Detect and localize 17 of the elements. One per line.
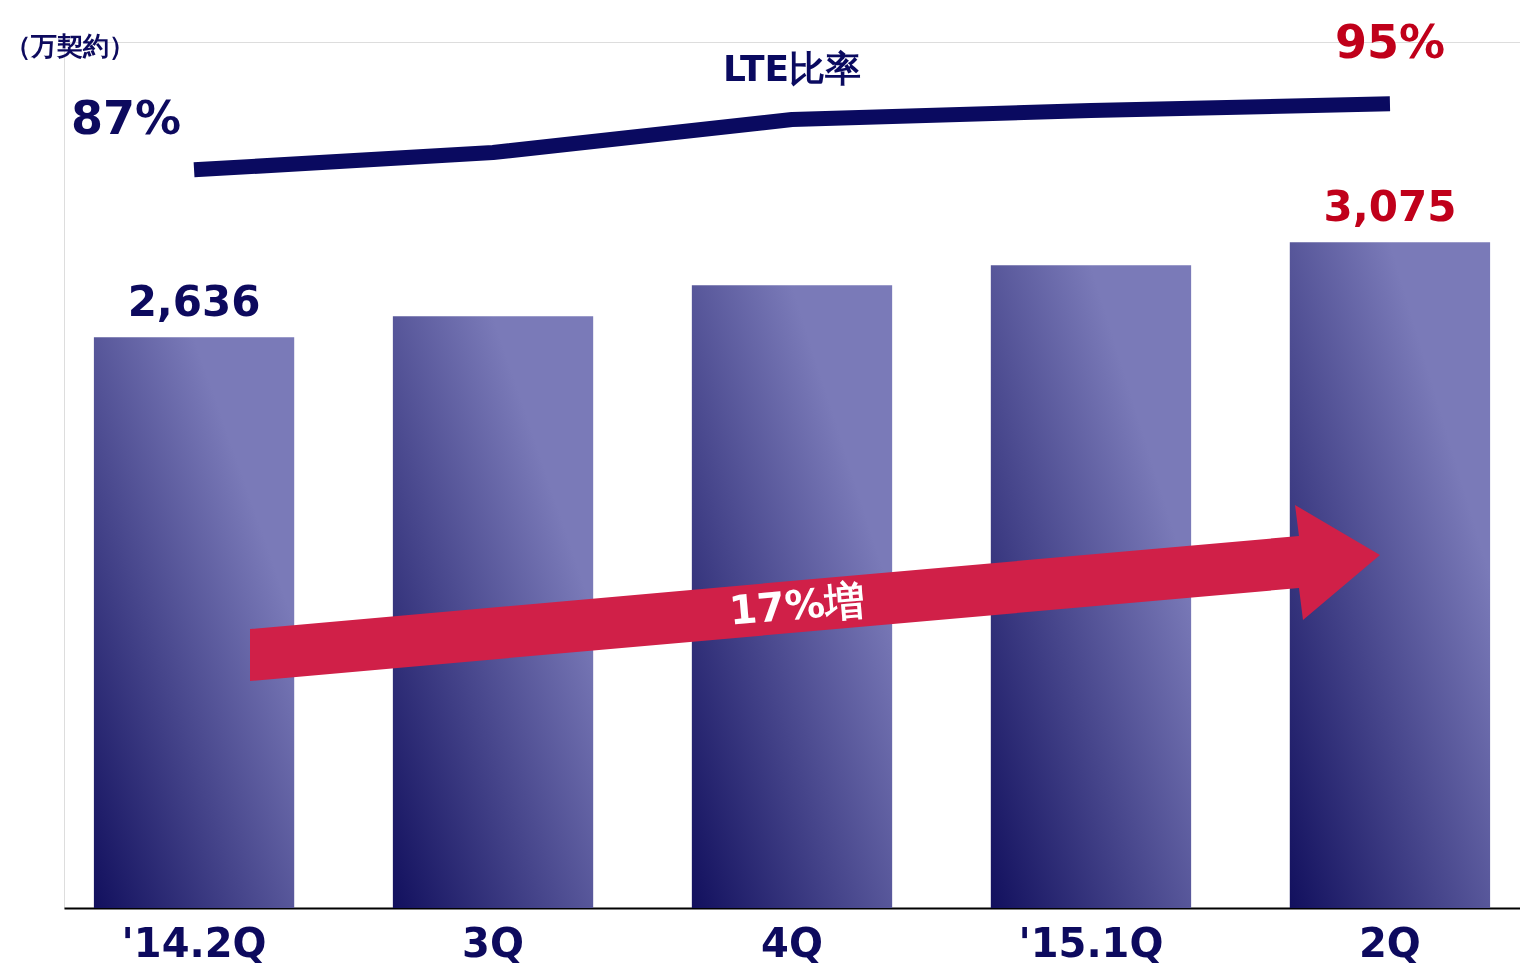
bar [1289,242,1491,908]
bar [93,337,295,908]
data-label: 3,075 [1323,182,1457,232]
data-label: 95% [1334,14,1445,69]
data-label: 2,636 [127,277,261,327]
y-axis-title: （万契約） [4,30,135,61]
data-label: 87% [71,90,182,145]
x-tick-label: '15.1Q [1018,919,1164,966]
bar [392,316,594,908]
x-tick-label: 4Q [761,919,823,966]
bar [990,265,1192,908]
series-label: LTE比率 [722,47,862,89]
bar [691,285,893,908]
x-tick-label: '14.2Q [121,919,267,966]
annotation: 17%増 [727,576,867,634]
x-tick-label: 3Q [462,919,524,966]
x-tick-label: 2Q [1359,919,1421,966]
